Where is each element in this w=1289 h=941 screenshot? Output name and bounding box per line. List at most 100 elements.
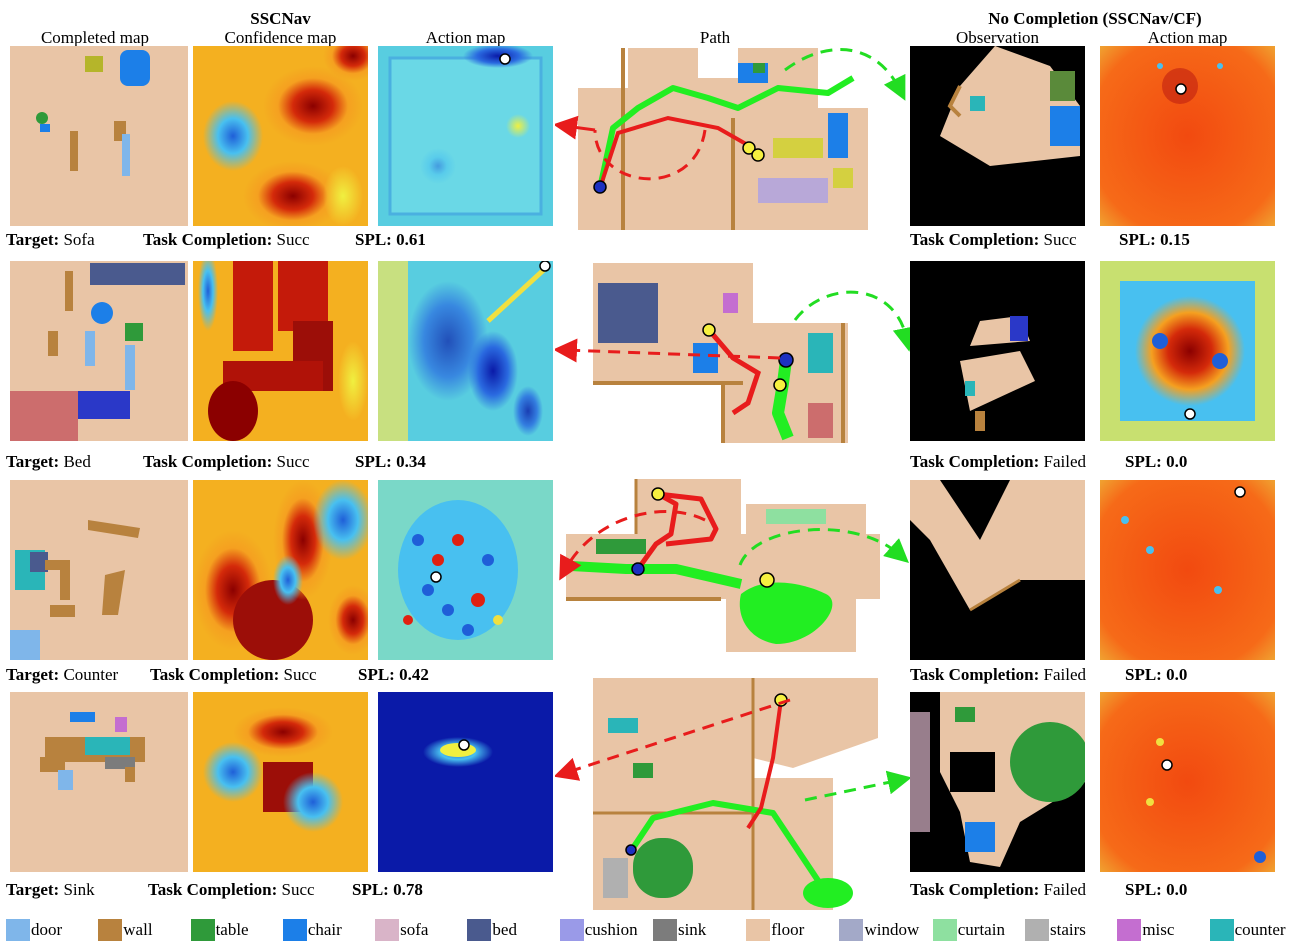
arrows-row1 [555, 48, 906, 181]
legend-item-table: table [190, 919, 283, 941]
cf-completion-value: Succ [1043, 230, 1077, 249]
legend-item-floor: floor [746, 919, 839, 941]
legend-item-curtain: curtain [932, 919, 1025, 941]
header-path: Path [699, 28, 731, 47]
spl-row3: SPL: 0.42 [358, 665, 429, 685]
completion-label: Task Completion: [150, 665, 280, 684]
legend-label: stairs [1050, 920, 1086, 939]
legend-label: sofa [400, 920, 429, 939]
legend-swatch [1025, 919, 1050, 941]
cf-spl-value: 0.15 [1160, 230, 1190, 249]
cf-spl-row2: SPL: 0.0 [1125, 452, 1187, 472]
arrows-row4 [555, 698, 912, 802]
confidence-map-row1 [193, 46, 368, 226]
arrows-row2 [555, 290, 915, 363]
legend-item-sink: sink [652, 919, 746, 941]
legend-item-window: window [839, 919, 932, 941]
completion-row2: Task Completion: Succ [143, 452, 310, 472]
action-map-row2 [378, 261, 553, 441]
action-map-row1 [378, 46, 553, 226]
header-sscnav: SSCNav [250, 9, 311, 28]
cf-spl-value: 0.0 [1166, 452, 1188, 471]
completed-map-row2 [10, 261, 188, 441]
completion-row4: Task Completion: Succ [148, 880, 315, 900]
legend-item-sofa: sofa [375, 919, 467, 941]
path-row1 [578, 48, 868, 230]
completed-map-row1 [10, 46, 188, 226]
action-map-row4 [378, 692, 553, 872]
legend-item-counter: counter [1209, 919, 1289, 941]
cf-spl-row1: SPL: 0.15 [1119, 230, 1190, 250]
legend-item-bed: bed [467, 919, 559, 941]
target-value: Bed [63, 452, 91, 471]
cf-completion-label: Task Completion: [910, 880, 1040, 899]
caption-row4: Target: Sink [6, 880, 95, 900]
legend-label: floor [771, 920, 805, 939]
legend-item-misc: misc [1117, 919, 1209, 941]
header-no-completion: No Completion (SSCNav/CF) [988, 9, 1202, 28]
confidence-map-row4 [193, 692, 368, 872]
legend-label: wall [123, 920, 153, 939]
completion-label: Task Completion: [148, 880, 278, 899]
target-value: Sofa [63, 230, 95, 249]
legend-item-wall: wall [98, 919, 190, 941]
completion-value: Succ [281, 880, 315, 899]
target-value: Counter [63, 665, 119, 684]
spl-value: 0.34 [396, 452, 426, 471]
legend-label: chair [307, 920, 342, 939]
cf-spl-value: 0.0 [1166, 880, 1188, 899]
spl-row2: SPL: 0.34 [355, 452, 426, 472]
legend-swatch [932, 919, 957, 941]
legend-swatch [98, 919, 123, 941]
legend-label: bed [492, 920, 517, 939]
legend-label: door [31, 920, 63, 939]
legend-item-stairs: stairs [1025, 919, 1117, 941]
caption-row2: Target: Bed [6, 452, 91, 472]
cf-action-map-row2 [1100, 261, 1275, 441]
cf-spl-label: SPL: [1125, 880, 1162, 899]
cf-spl-label: SPL: [1125, 665, 1162, 684]
cf-spl-label: SPL: [1119, 230, 1156, 249]
observation-row2 [910, 261, 1085, 441]
legend-swatch [6, 919, 30, 941]
target-label: Target: [6, 230, 60, 249]
header-action-map: Action map [425, 28, 506, 47]
legend-label: cushion [584, 920, 638, 939]
cf-completion-label: Task Completion: [910, 230, 1040, 249]
header-observation: Observation [955, 28, 1040, 47]
completion-label: Task Completion: [143, 452, 273, 471]
legend-swatch [652, 919, 677, 941]
confidence-map-row3 [193, 480, 368, 660]
legend-swatch [467, 919, 492, 941]
cf-spl-row4: SPL: 0.0 [1125, 880, 1187, 900]
legend-item-door: door [6, 919, 98, 941]
legend-item-chair: chair [282, 919, 375, 941]
cf-completion-row1: Task Completion: Succ [910, 230, 1077, 250]
completed-map-row4 [10, 692, 188, 872]
observation-row4 [910, 692, 1085, 872]
caption-row3: Target: Counter [6, 665, 118, 685]
path-row2 [593, 263, 848, 443]
arrows-row3 [559, 510, 909, 581]
legend-label: counter [1234, 920, 1286, 939]
legend-label: misc [1142, 920, 1175, 939]
cf-completion-value: Failed [1043, 880, 1087, 899]
cf-spl-label: SPL: [1125, 452, 1162, 471]
spl-value: 0.61 [396, 230, 426, 249]
legend-label: table [215, 920, 249, 939]
spl-value: 0.42 [399, 665, 429, 684]
spl-row4: SPL: 0.78 [352, 880, 423, 900]
cf-completion-label: Task Completion: [910, 452, 1040, 471]
legend-label: window [864, 920, 920, 939]
observation-row1 [910, 46, 1085, 226]
legend-swatch [190, 919, 215, 941]
legend: door wall table chair sofa bed cushion sink floo… [6, 919, 1289, 941]
completion-value: Succ [276, 230, 310, 249]
legend-swatch [1209, 919, 1234, 941]
cf-completion-row4: Task Completion: Failed [910, 880, 1086, 900]
action-map-row3 [378, 480, 553, 660]
cf-completion-label: Task Completion: [910, 665, 1040, 684]
target-label: Target: [6, 452, 60, 471]
completion-value: Succ [276, 452, 310, 471]
legend-item-cushion: cushion [559, 919, 653, 941]
